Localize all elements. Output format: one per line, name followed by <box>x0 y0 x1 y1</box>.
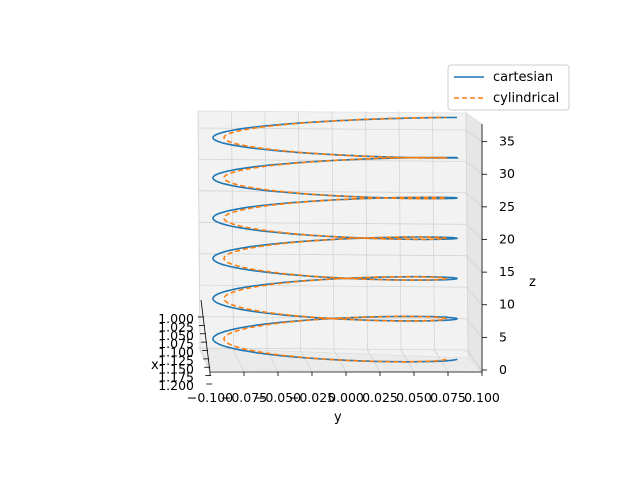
y-grid-line <box>398 110 415 373</box>
y-grid-line <box>432 110 449 373</box>
z-grid-line <box>197 159 483 175</box>
x-tick-label: 1.175 <box>158 370 194 385</box>
y-grid-line <box>197 110 211 373</box>
x-tick-label: 1.025 <box>158 319 194 334</box>
y-grid-line <box>231 110 245 373</box>
z-grid-line <box>197 221 483 240</box>
y-tick-label: −0.025 <box>289 390 335 405</box>
legend: cartesian cylindrical <box>447 64 570 111</box>
x-tick-label: 1.050 <box>158 328 194 343</box>
y-tick-label: 0.075 <box>430 390 466 405</box>
z-tick-label: 10 <box>499 297 515 312</box>
x-axis-line <box>200 299 211 373</box>
y-tick-label: −0.050 <box>255 390 301 405</box>
z-tick-label: 5 <box>499 329 507 344</box>
x-axis-label: x <box>151 358 159 373</box>
y-grid-line <box>465 110 483 373</box>
y-tick-label: 0.100 <box>464 390 500 405</box>
side-pane <box>465 112 483 373</box>
z-tick-label: 15 <box>499 264 515 279</box>
tick-layer: 05101520253035−0.100−0.075−0.050−0.0250.… <box>158 134 515 405</box>
x-tick-label: 1.200 <box>158 378 194 393</box>
z-tick-label: 20 <box>499 231 515 246</box>
z-grid-line <box>197 284 483 305</box>
z-tick-label: 35 <box>499 134 515 149</box>
x-tick-label: 1.075 <box>158 336 194 351</box>
y-tick-label: −0.075 <box>221 390 267 405</box>
z-grid-line <box>197 253 483 273</box>
series-line-cylindrical <box>223 116 448 363</box>
x-tick-label: 1.100 <box>158 345 194 360</box>
y-tick-label: 0.000 <box>328 390 364 405</box>
z-grid-line <box>197 190 483 208</box>
y-axis-label: y <box>334 410 342 425</box>
legend-label-cartesian: cartesian <box>493 70 553 85</box>
y-grid-line <box>365 110 381 373</box>
z-grid-line <box>197 316 483 338</box>
y-grid-line <box>331 110 347 373</box>
x-tick-label: 1.000 <box>158 311 194 326</box>
legend-label-cylindrical: cylindrical <box>493 91 559 106</box>
z-tick-label: 0 <box>499 362 507 377</box>
z-tick-label: 30 <box>499 166 515 181</box>
z-axis-label: z <box>529 275 536 290</box>
series-layer <box>212 116 459 363</box>
z-tick-label: 25 <box>499 199 515 214</box>
y-tick-label: 0.025 <box>362 390 398 405</box>
x-tick-label: 1.150 <box>158 361 194 376</box>
grid-lines <box>197 110 483 373</box>
x-tick-label: 1.125 <box>158 353 194 368</box>
series-line-cartesian <box>212 116 459 363</box>
panes <box>197 110 483 373</box>
y-tick-label: −0.100 <box>187 390 233 405</box>
y-tick-label: 0.050 <box>396 390 432 405</box>
y-grid-line <box>298 110 313 373</box>
